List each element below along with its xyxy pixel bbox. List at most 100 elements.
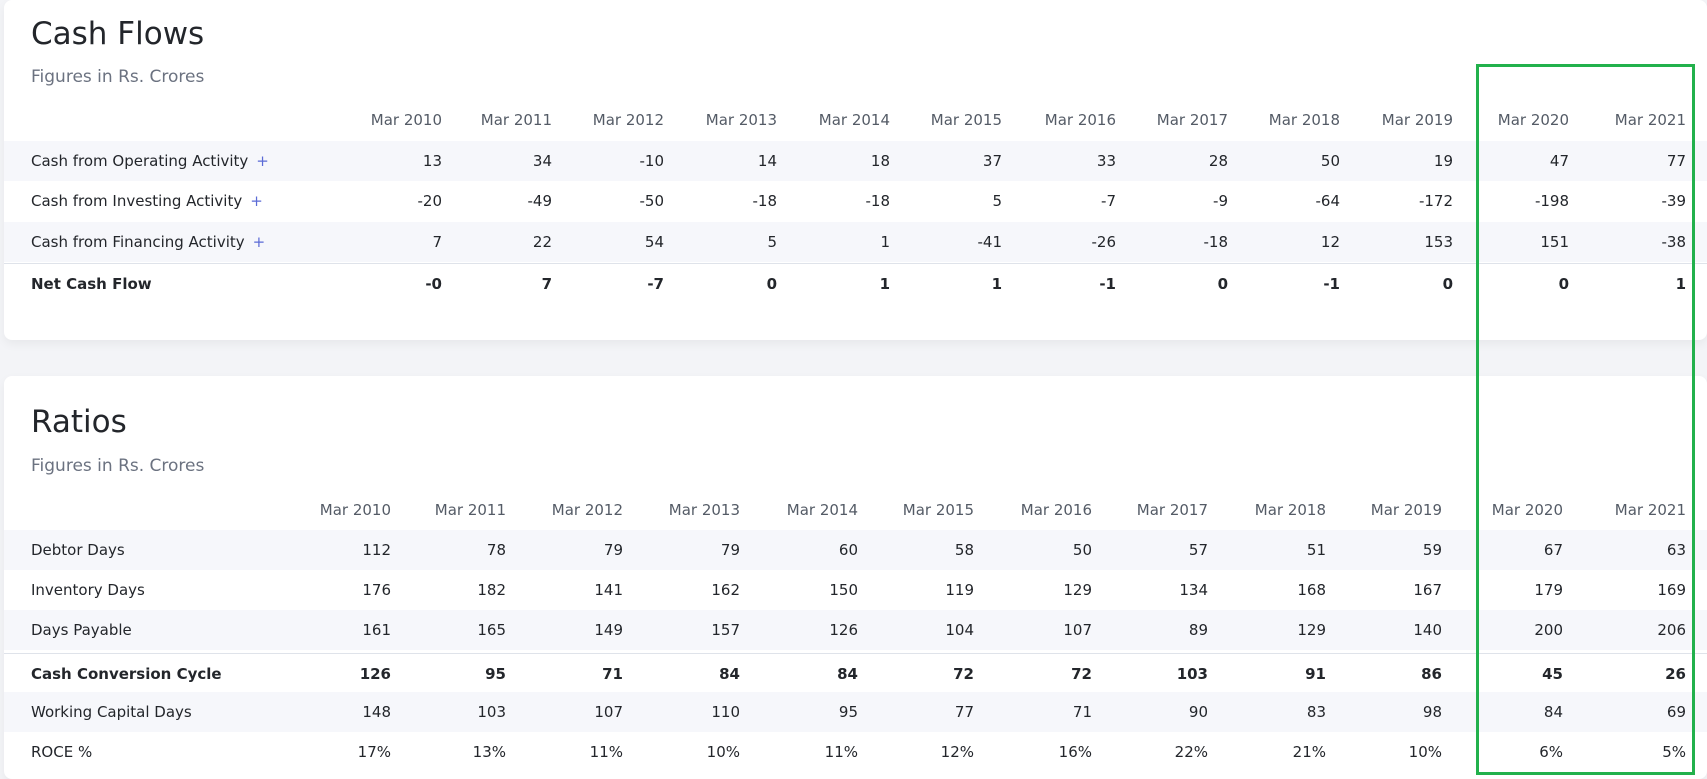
row-label: Days Payable <box>31 621 132 639</box>
row-label-text: Cash Conversion Cycle <box>31 665 222 683</box>
cell-value: 157 <box>711 621 740 639</box>
row-label: Cash Conversion Cycle <box>31 665 222 683</box>
cell-value: 153 <box>1424 233 1453 251</box>
section-title: Cash Flows <box>31 16 205 52</box>
cell-value: 17% <box>357 743 391 761</box>
cell-value: 162 <box>711 581 740 599</box>
column-header: Mar 2021 <box>1614 111 1686 129</box>
cell-value: -172 <box>1418 192 1453 210</box>
cell-value: -26 <box>1091 233 1117 251</box>
row-label-text: Inventory Days <box>31 581 145 599</box>
cell-value: 60 <box>838 541 858 559</box>
cell-value: 129 <box>1063 581 1092 599</box>
cell-value: 0 <box>766 275 777 293</box>
cell-value: -10 <box>639 152 665 170</box>
cell-value: 1 <box>879 275 890 293</box>
expand-toggle[interactable]: + <box>250 192 263 210</box>
cell-value: 19 <box>1433 152 1453 170</box>
cell-value: 7 <box>432 233 442 251</box>
cell-value: 0 <box>1217 275 1228 293</box>
row-label: ROCE % <box>31 743 92 761</box>
cell-value: 69 <box>1666 703 1686 721</box>
table-card: Ratios Figures in Rs. Crores Mar 2010 Mar 2… <box>4 376 1707 779</box>
cell-value: 1 <box>880 233 890 251</box>
cell-value: 86 <box>1421 665 1442 683</box>
column-header: Mar 2011 <box>434 501 506 519</box>
cell-value: 78 <box>486 541 506 559</box>
table-row: Net Cash Flow -0 7 -7 0 1 1 -1 0 -1 0 0 1 <box>4 263 1707 304</box>
cell-value: 59 <box>1422 541 1442 559</box>
cell-value: 77 <box>954 703 974 721</box>
cell-value: 134 <box>1179 581 1208 599</box>
cell-value: 5 <box>767 233 777 251</box>
cell-value: 51 <box>1306 541 1326 559</box>
cell-value: 0 <box>1558 275 1569 293</box>
cell-value: 168 <box>1297 581 1326 599</box>
cell-value: 148 <box>362 703 391 721</box>
cell-value: 37 <box>982 152 1002 170</box>
cell-value: 110 <box>711 703 740 721</box>
cell-value: -18 <box>1203 233 1229 251</box>
cell-value: 179 <box>1534 581 1563 599</box>
column-header: Mar 2015 <box>902 501 974 519</box>
cell-value: 54 <box>644 233 664 251</box>
row-label: Cash from Operating Activity + <box>31 152 269 170</box>
cell-value: 77 <box>1666 152 1686 170</box>
cell-value: 150 <box>829 581 858 599</box>
cell-value: 98 <box>1422 703 1442 721</box>
cell-value: 50 <box>1320 152 1340 170</box>
cell-value: 161 <box>362 621 391 639</box>
cell-value: 1 <box>991 275 1002 293</box>
cell-value: 149 <box>594 621 623 639</box>
cell-value: 63 <box>1666 541 1686 559</box>
cell-value: 5 <box>992 192 1002 210</box>
cell-value: 22 <box>532 233 552 251</box>
column-header: Mar 2020 <box>1491 501 1563 519</box>
column-header: Mar 2011 <box>480 111 552 129</box>
row-label: Cash from Investing Activity + <box>31 192 263 210</box>
column-header: Mar 2021 <box>1614 501 1686 519</box>
table-row: Cash from Operating Activity +13 34 -10 14 18… <box>4 141 1707 181</box>
cell-value: -50 <box>639 192 665 210</box>
cell-value: -64 <box>1315 192 1341 210</box>
cell-value: 165 <box>477 621 506 639</box>
column-header: Mar 2013 <box>705 111 777 129</box>
row-label-text: Debtor Days <box>31 541 125 559</box>
cell-value: -1 <box>1099 275 1116 293</box>
section-title: Ratios <box>31 404 127 440</box>
cell-value: 34 <box>532 152 552 170</box>
cell-value: 167 <box>1413 581 1442 599</box>
cell-value: 107 <box>1063 621 1092 639</box>
cell-value: -49 <box>527 192 553 210</box>
table-row: Working Capital Days 148 103 107 110 95 77 71 90… <box>4 692 1707 732</box>
cell-value: 151 <box>1540 233 1569 251</box>
column-header: Mar 2020 <box>1497 111 1569 129</box>
column-header: Mar 2017 <box>1136 501 1208 519</box>
cell-value: 84 <box>1543 703 1563 721</box>
column-header: Mar 2012 <box>592 111 664 129</box>
expand-toggle[interactable]: + <box>256 152 269 170</box>
cell-value: 28 <box>1208 152 1228 170</box>
cell-value: 90 <box>1188 703 1208 721</box>
cell-value: -1 <box>1323 275 1340 293</box>
cell-value: 72 <box>953 665 974 683</box>
column-header: Mar 2012 <box>551 501 623 519</box>
cell-value: -20 <box>417 192 443 210</box>
table-row: Inventory Days 176 182 141 162 150 119 129 134 16… <box>4 570 1707 610</box>
cell-value: 16% <box>1058 743 1092 761</box>
highlight-box <box>1476 64 1695 775</box>
row-label-text: Cash from Operating Activity <box>31 152 249 170</box>
table-row: Debtor Days 112 78 79 79 60 58 50 57 51 59 67 63 <box>4 530 1707 570</box>
cell-value: 21% <box>1292 743 1326 761</box>
column-header: Mar 2018 <box>1268 111 1340 129</box>
cell-value: 57 <box>1188 541 1208 559</box>
expand-toggle[interactable]: + <box>252 233 266 251</box>
column-header: Mar 2018 <box>1254 501 1326 519</box>
cell-value: 89 <box>1188 621 1208 639</box>
cell-value: 11% <box>589 743 623 761</box>
cell-value: 169 <box>1657 581 1686 599</box>
column-header: Mar 2015 <box>930 111 1002 129</box>
cell-value: 18 <box>870 152 890 170</box>
table-row: Cash from Financing Activity +7 22 54 5 1 -41 -… <box>4 222 1707 262</box>
